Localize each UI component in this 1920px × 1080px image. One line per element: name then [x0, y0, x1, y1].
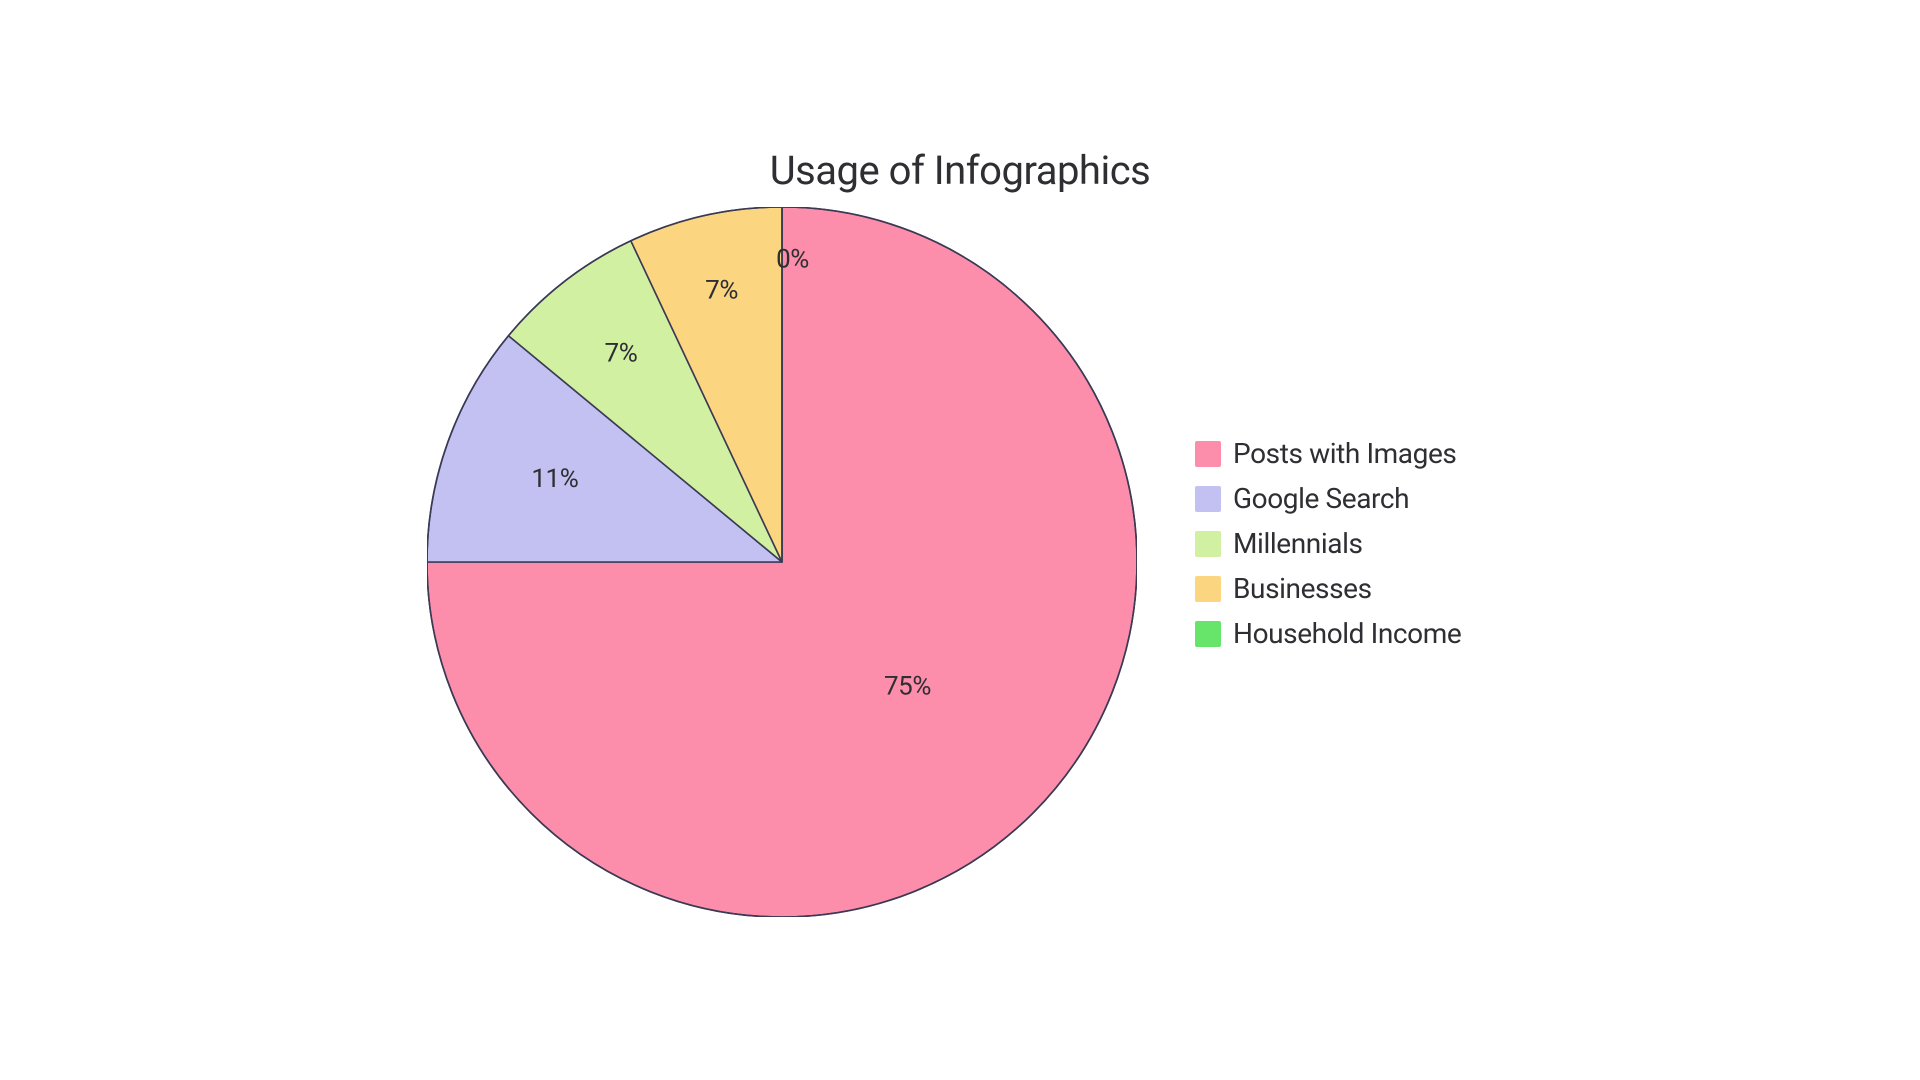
slice-label: 7% [605, 338, 638, 368]
slice-label: 7% [705, 276, 738, 306]
legend-item-household-income: Household Income [1195, 617, 1461, 650]
pie-chart: 75% 11% 7% 7% 0% [427, 207, 1137, 917]
legend-swatch-icon [1195, 486, 1221, 512]
legend-item-businesses: Businesses [1195, 572, 1461, 605]
chart-title: Usage of Infographics [225, 147, 1695, 194]
legend-label: Posts with Images [1233, 437, 1456, 470]
legend-item-posts-with-images: Posts with Images [1195, 437, 1461, 470]
legend-item-google-search: Google Search [1195, 482, 1461, 515]
legend-label: Millennials [1233, 527, 1363, 560]
legend-swatch-icon [1195, 531, 1221, 557]
legend-item-millennials: Millennials [1195, 527, 1461, 560]
slice-label: 11% [531, 464, 578, 494]
slice-label: 0% [776, 244, 809, 274]
legend-swatch-icon [1195, 441, 1221, 467]
slice-label: 75% [884, 671, 931, 701]
legend-swatch-icon [1195, 621, 1221, 647]
legend-label: Household Income [1233, 617, 1461, 650]
legend: Posts with Images Google Search Millenni… [1195, 437, 1461, 650]
legend-label: Businesses [1233, 572, 1372, 605]
legend-swatch-icon [1195, 576, 1221, 602]
legend-label: Google Search [1233, 482, 1409, 515]
